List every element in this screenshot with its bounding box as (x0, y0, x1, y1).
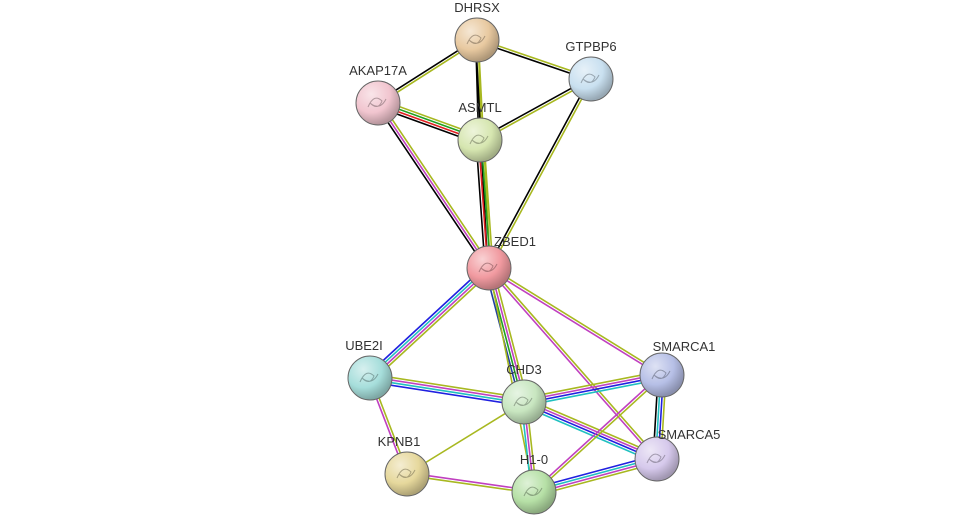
network-graph: DHRSXAKAP17AGTPBP6ASMTLZBED1UBE2ICHD3SMA… (0, 0, 975, 522)
node-label-UBE2I: UBE2I (345, 338, 383, 353)
edge-ZBED1-SMARCA1-olive (490, 267, 663, 374)
edge-ZBED1-UBE2I-blue (367, 265, 486, 375)
node-circle-KPNB1[interactable] (385, 452, 429, 496)
nodes-layer: DHRSXAKAP17AGTPBP6ASMTLZBED1UBE2ICHD3SMA… (345, 0, 720, 514)
node-label-AKAP17A: AKAP17A (349, 63, 407, 78)
node-circle-H1-0[interactable] (512, 470, 556, 514)
node-circle-ASMTL[interactable] (458, 118, 502, 162)
node-GTPBP6[interactable]: GTPBP6 (565, 39, 616, 101)
node-circle-AKAP17A[interactable] (356, 81, 400, 125)
node-SMARCA1[interactable]: SMARCA1 (640, 339, 715, 397)
node-circle-CHD3[interactable] (502, 380, 546, 424)
node-DHRSX[interactable]: DHRSX (454, 0, 500, 62)
node-label-DHRSX: DHRSX (454, 0, 500, 15)
edge-ZBED1-UBE2I-cyan (369, 267, 488, 377)
node-KPNB1[interactable]: KPNB1 (378, 434, 429, 496)
edge-ZBED1-UBE2I-olive (373, 271, 492, 381)
node-label-GTPBP6: GTPBP6 (565, 39, 616, 54)
node-label-KPNB1: KPNB1 (378, 434, 421, 449)
node-circle-ZBED1[interactable] (467, 246, 511, 290)
edge-UBE2I-CHD3-magenta (370, 377, 524, 401)
node-circle-DHRSX[interactable] (455, 18, 499, 62)
node-SMARCA5[interactable]: SMARCA5 (635, 427, 720, 481)
node-circle-SMARCA5[interactable] (635, 437, 679, 481)
edges-layer (367, 39, 666, 496)
node-label-ZBED1: ZBED1 (494, 234, 536, 249)
edge-ZBED1-UBE2I-magenta (371, 269, 490, 379)
node-CHD3[interactable]: CHD3 (502, 362, 546, 424)
edge-UBE2I-CHD3-cyan (370, 379, 524, 403)
node-circle-GTPBP6[interactable] (569, 57, 613, 101)
node-AKAP17A[interactable]: AKAP17A (349, 63, 407, 125)
node-label-SMARCA1: SMARCA1 (653, 339, 716, 354)
node-circle-UBE2I[interactable] (348, 356, 392, 400)
node-circle-SMARCA1[interactable] (640, 353, 684, 397)
node-UBE2I[interactable]: UBE2I (345, 338, 392, 400)
